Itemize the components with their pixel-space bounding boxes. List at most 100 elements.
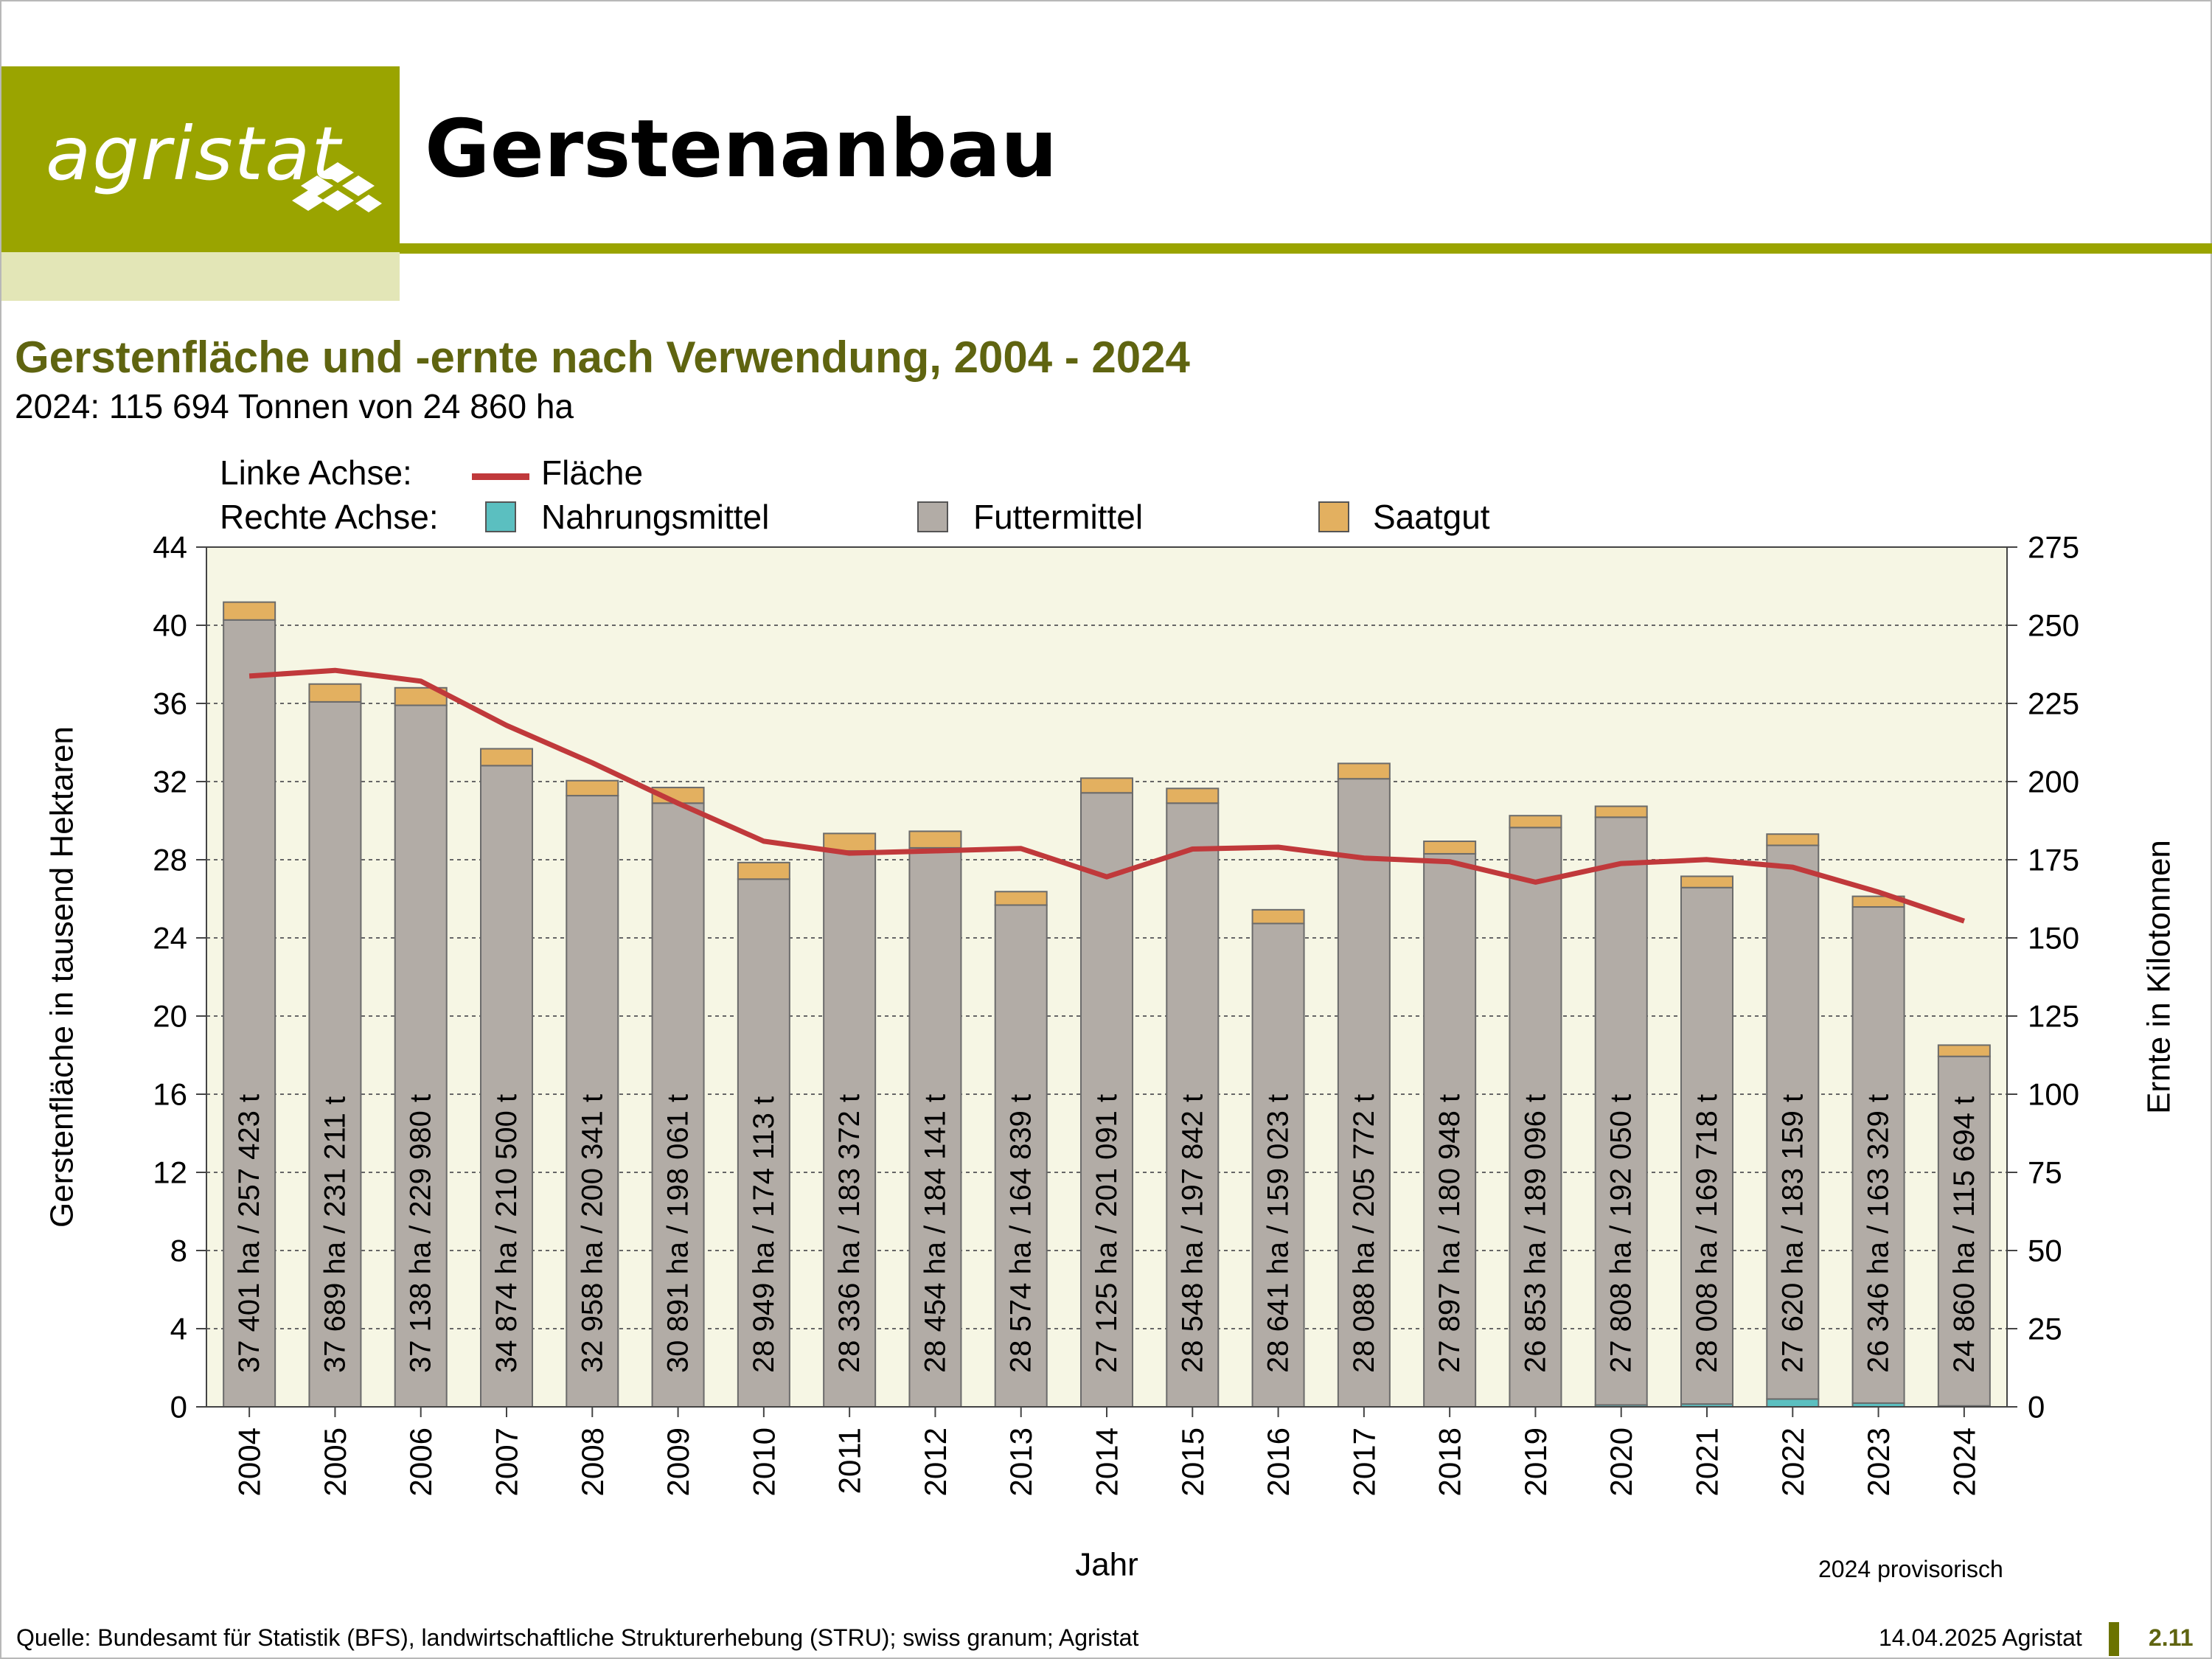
provisional-note: 2024 provisorisch [1818,1556,2003,1582]
x-tick-label: 2022 [1775,1427,1810,1496]
bar-futtermittel-2009 [651,802,705,1408]
y-right-tick-label: 225 [2028,686,2079,721]
x-tick-label: 2005 [318,1427,352,1496]
y-left-tick-label: 16 [153,1077,187,1112]
chart-title: Gerstenfläche und -ernte nach Verwendung… [15,333,1190,382]
y-left-tick-label: 32 [153,765,187,799]
bar-saatgut-2020 [1594,805,1648,818]
bar-value-label: 26 346 ha / 163 329 t [1863,1094,1895,1373]
bar-saatgut-2022 [1766,833,1820,846]
y-right-tick-label: 200 [2028,765,2079,799]
bar-value-label: 27 808 ha / 192 050 t [1605,1094,1638,1373]
x-tick-label: 2009 [661,1427,695,1496]
x-tick-label: 2023 [1861,1427,1896,1496]
bar-saatgut-2024 [1937,1044,1991,1057]
x-tick-label: 2020 [1604,1427,1638,1496]
title-rule [400,243,2212,254]
bar-futtermittel-2005 [308,700,362,1408]
footer-divider [2109,1622,2119,1656]
bar-value-label: 28 574 ha / 164 839 t [1005,1094,1037,1373]
footer-date: 14.04.2025 Agristat [1879,1624,2082,1651]
bar-value-label: 28 008 ha / 169 718 t [1691,1094,1723,1373]
bar-futtermittel-2014 [1080,792,1133,1408]
y-right-tick-label: 75 [2028,1155,2062,1190]
y-left-tick-label: 0 [170,1390,187,1425]
bar-saatgut-2012 [908,830,962,849]
bar-value-label: 37 689 ha / 231 211 t [319,1096,351,1373]
bar-futtermittel-2024 [1937,1055,1991,1407]
y-right-tick-label: 100 [2028,1077,2079,1112]
agristat-logo [1,66,400,252]
bar-futtermittel-2018 [1423,852,1477,1408]
bar-value-label: 28 088 ha / 205 772 t [1348,1094,1380,1373]
bar-value-label: 37 138 ha / 229 980 t [405,1094,437,1373]
bar-saatgut-2017 [1337,762,1391,780]
bar-futtermittel-2019 [1509,827,1562,1408]
legend-nahrungsmittel-label: Nahrungsmittel [541,498,770,536]
bar-saatgut-2005 [308,683,362,703]
bar-saatgut-2019 [1509,815,1562,829]
chart-subtitle: 2024: 115 694 Tonnen von 24 860 ha [15,387,574,425]
bar-saatgut-2014 [1080,777,1133,794]
bar-saatgut-2010 [737,861,790,880]
x-tick-label: 2016 [1261,1427,1295,1496]
x-tick-label: 2014 [1090,1427,1124,1496]
legend-futtermittel-label: Futtermittel [973,498,1144,536]
legend-flaeche-swatch [472,473,529,480]
bar-value-label: 28 949 ha / 174 113 t [748,1096,780,1373]
y-right-tick-label: 250 [2028,608,2079,643]
bar-value-label: 28 454 ha / 184 141 t [919,1094,951,1373]
bar-futtermittel-2010 [737,878,790,1408]
x-tick-label: 2024 [1947,1427,1981,1496]
y-left-tick-label: 20 [153,999,187,1034]
x-tick-label: 2019 [1518,1427,1553,1496]
legend-right-axis-label: Rechte Achse: [220,498,439,536]
x-tick-label: 2008 [575,1427,610,1496]
x-tick-label: 2015 [1175,1427,1210,1496]
logo-wordmark: agristat [46,111,342,197]
x-tick-label: 2004 [232,1427,267,1496]
bar-value-label: 32 958 ha / 200 341 t [576,1094,608,1373]
bar-value-label: 26 853 ha / 189 096 t [1519,1094,1551,1373]
bar-saatgut-2004 [223,601,276,621]
bar-saatgut-2007 [480,748,533,767]
bar-futtermittel-2020 [1594,816,1648,1406]
x-axis-title: Jahr [1075,1547,1138,1583]
y-left-axis-title: Gerstenfläche in tausend Hektaren [44,726,80,1228]
bar-futtermittel-2015 [1166,802,1220,1408]
bar-saatgut-2021 [1680,875,1733,888]
logo-diamonds-icon [292,162,382,212]
y-left-tick-label: 40 [153,608,187,643]
legend-flaeche-label: Fläche [541,453,644,492]
legend-saatgut-swatch [1318,501,1349,532]
bar-value-label: 27 897 ha / 180 948 t [1433,1094,1466,1373]
bar-value-label: 28 548 ha / 197 842 t [1176,1094,1208,1373]
x-tick-label: 2006 [403,1427,438,1496]
y-right-axis-title: Ernte in Kilotonnen [2141,840,2177,1114]
bar-futtermittel-2023 [1851,906,1905,1404]
x-tick-label: 2017 [1346,1427,1381,1496]
source-note: Quelle: Bundesamt für Statistik (BFS), l… [16,1624,1139,1651]
legend-nahrungsmittel-swatch [485,501,516,532]
bar-futtermittel-2012 [908,846,962,1408]
y-left-tick-label: 44 [153,530,187,565]
y-left-tick-label: 36 [153,686,187,721]
bar-futtermittel-2007 [480,765,533,1408]
bar-value-label: 37 401 ha / 257 423 t [233,1094,265,1373]
bar-saatgut-2008 [566,779,619,797]
page-number: 2.11 [2149,1624,2194,1651]
x-tick-label: 2010 [746,1427,781,1496]
bar-value-label: 34 874 ha / 210 500 t [490,1094,523,1373]
bar-value-label: 28 336 ha / 183 372 t [833,1094,866,1373]
bar-value-label: 24 860 ha / 115 694 t [1948,1096,1980,1373]
y-left-tick-label: 8 [170,1234,187,1268]
y-left-tick-label: 24 [153,921,187,956]
page-title: Gerstenanbau [425,103,1058,195]
y-right-tick-label: 50 [2028,1234,2062,1268]
bar-value-label: 27 125 ha / 201 091 t [1091,1094,1123,1373]
logo-underbar [1,252,400,301]
y-left-tick-label: 4 [170,1312,187,1346]
bar-saatgut-2013 [994,891,1048,906]
bar-value-label: 27 620 ha / 183 159 t [1776,1094,1809,1373]
